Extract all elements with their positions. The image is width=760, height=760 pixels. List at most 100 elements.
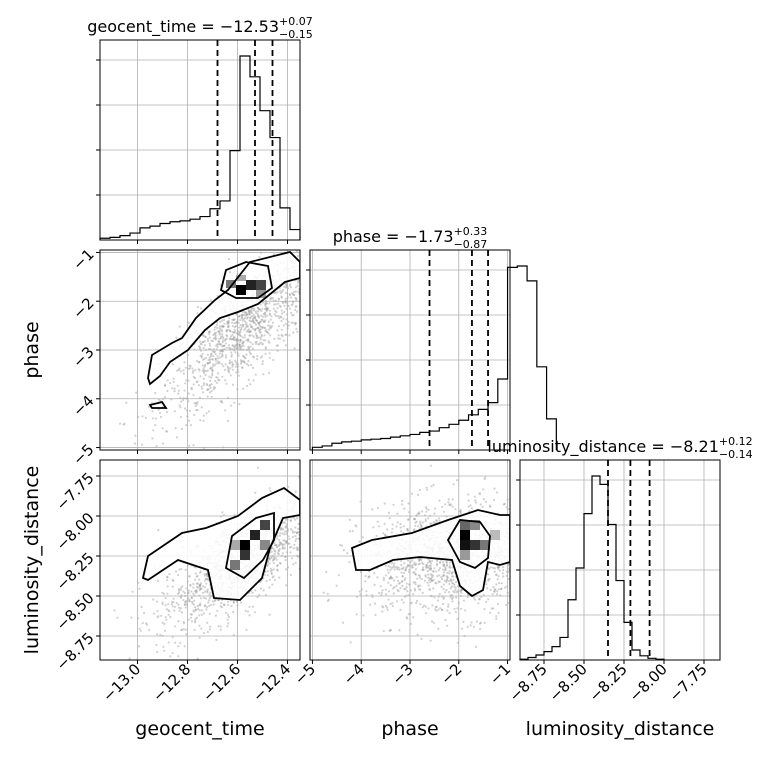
sample-point xyxy=(430,620,434,623)
sample-point xyxy=(231,344,234,347)
sample-point xyxy=(232,318,235,321)
sample-point xyxy=(259,328,262,331)
sample-point xyxy=(268,356,271,359)
sample-point xyxy=(239,328,242,331)
sample-point xyxy=(493,588,496,591)
sample-point xyxy=(177,592,180,596)
sample-point xyxy=(247,309,250,312)
sample-point xyxy=(348,477,350,479)
sample-point xyxy=(220,602,223,605)
sample-point xyxy=(453,585,456,588)
sample-point xyxy=(552,545,554,547)
sample-point xyxy=(429,581,432,584)
sample-point xyxy=(223,322,226,325)
sample-point xyxy=(435,609,438,612)
sample-point xyxy=(242,344,245,347)
sample-point xyxy=(125,401,128,404)
sample-point xyxy=(233,347,236,350)
sample-point xyxy=(209,299,212,302)
sample-point xyxy=(194,590,197,593)
sample-point xyxy=(353,491,355,493)
sample-point xyxy=(311,233,313,235)
sample-point xyxy=(296,548,299,551)
sample-point xyxy=(223,344,226,347)
sample-point xyxy=(456,617,459,621)
sample-point xyxy=(280,316,283,319)
sample-point xyxy=(249,316,252,319)
sample-point xyxy=(189,424,193,427)
sample-point xyxy=(452,590,455,593)
sample-point xyxy=(427,517,430,520)
sample-point xyxy=(258,331,261,334)
sample-point xyxy=(252,321,255,324)
sample-point xyxy=(172,377,175,380)
sample-point xyxy=(259,331,262,334)
sample-point xyxy=(185,587,188,590)
sample-point xyxy=(197,586,200,589)
sample-point xyxy=(294,323,297,326)
sample-point xyxy=(268,557,272,560)
sample-point xyxy=(238,343,241,346)
sample-point xyxy=(495,573,498,576)
sample-point xyxy=(435,560,439,563)
sample-point xyxy=(268,313,271,316)
sample-point xyxy=(164,596,167,600)
sample-point xyxy=(284,555,287,559)
sample-point xyxy=(206,575,209,578)
sample-point xyxy=(334,516,336,518)
sample-point xyxy=(304,267,306,269)
sample-point xyxy=(514,589,516,591)
sample-point xyxy=(159,633,162,637)
sample-point xyxy=(178,609,181,612)
sample-point xyxy=(406,617,409,620)
sample-point xyxy=(218,337,221,340)
sample-point xyxy=(382,578,385,582)
sample-point xyxy=(206,577,209,580)
sample-point xyxy=(381,191,383,193)
sample-point xyxy=(221,401,224,404)
sample-point xyxy=(187,367,190,370)
sample-point xyxy=(460,589,463,592)
sample-point xyxy=(157,529,160,532)
sample-point xyxy=(397,582,400,585)
sample-point xyxy=(242,360,246,364)
sample-point xyxy=(208,361,211,364)
sample-point xyxy=(427,566,430,569)
sample-point xyxy=(451,582,454,585)
sample-point xyxy=(317,529,319,531)
sample-point xyxy=(274,544,277,547)
sample-point xyxy=(165,430,168,433)
sample-point xyxy=(194,572,197,575)
sample-point xyxy=(317,282,319,284)
grid-1-1 xyxy=(310,250,510,450)
sample-point xyxy=(224,611,228,614)
sample-point xyxy=(317,213,319,215)
sample-point xyxy=(297,255,300,258)
sample-point xyxy=(406,590,409,593)
sample-point xyxy=(163,622,166,626)
sample-point xyxy=(331,529,333,531)
sample-point xyxy=(386,608,389,612)
sample-point xyxy=(195,591,198,594)
sample-point xyxy=(531,540,533,542)
sample-point xyxy=(456,607,459,610)
sample-point xyxy=(264,570,267,573)
x-axis-label-luminosity_distance: luminosity_distance xyxy=(526,718,715,740)
sample-point xyxy=(373,602,377,605)
sample-point xyxy=(200,356,203,359)
sample-point xyxy=(522,536,524,538)
sample-point xyxy=(248,312,251,315)
sample-point xyxy=(438,519,441,522)
sample-point xyxy=(264,339,267,342)
sample-point xyxy=(400,571,403,574)
sample-point xyxy=(217,378,220,382)
sample-point xyxy=(404,569,407,572)
sample-point xyxy=(232,337,235,340)
y-tick-label: −7.75 xyxy=(52,469,97,514)
sample-point xyxy=(268,578,271,581)
sample-point xyxy=(269,298,272,301)
sample-point xyxy=(521,590,523,592)
sample-point xyxy=(314,222,316,224)
contour-fill xyxy=(148,252,300,384)
sample-point xyxy=(307,305,309,307)
